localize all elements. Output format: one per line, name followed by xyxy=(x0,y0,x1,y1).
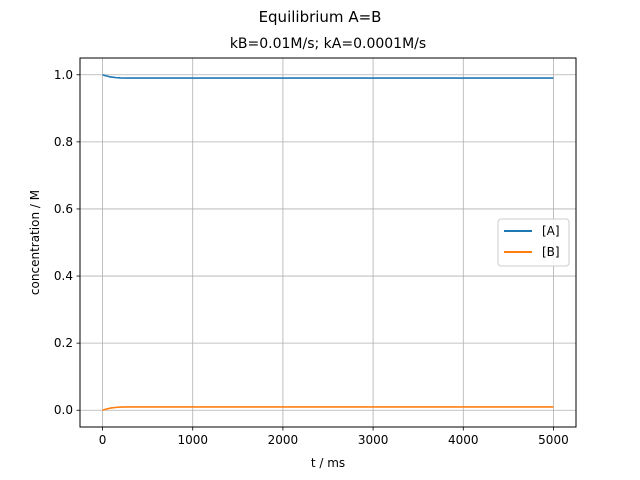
y-tick-label: 0.4 xyxy=(54,269,73,283)
x-tick-label: 5000 xyxy=(538,433,569,447)
y-tick-label: 1.0 xyxy=(54,68,73,82)
y-tick-label: 0.8 xyxy=(54,135,73,149)
ticks: 0 1000 2000 3000 4000 5000 0.0 0.2 0.4 0.6 0.8 1.0 xyxy=(54,68,569,447)
x-tick-label: 1000 xyxy=(177,433,208,447)
series-line-b xyxy=(102,406,554,411)
x-tick-label: 3000 xyxy=(358,433,389,447)
plot-frame xyxy=(79,57,577,428)
x-axis-label: t / ms xyxy=(311,456,345,470)
x-tick-label: 2000 xyxy=(268,433,299,447)
chart-subtitle: kB=0.01M/s; kA=0.0001M/s xyxy=(230,36,426,52)
legend-label-b: [B] xyxy=(542,245,560,259)
y-tick-label: 0.6 xyxy=(54,202,73,216)
chart-title: Equilibrium A=B xyxy=(259,8,382,26)
y-tick-label: 0.2 xyxy=(54,336,73,350)
legend: [A] [B] xyxy=(497,218,570,267)
x-tick-label: 4000 xyxy=(448,433,479,447)
series-line-a xyxy=(102,74,554,79)
x-tick-label: 0 xyxy=(99,433,107,447)
series-lines xyxy=(102,74,554,411)
y-axis-label: concentration / M xyxy=(28,190,42,295)
legend-label-a: [A] xyxy=(542,224,560,238)
y-tick-label: 0.0 xyxy=(54,403,73,417)
